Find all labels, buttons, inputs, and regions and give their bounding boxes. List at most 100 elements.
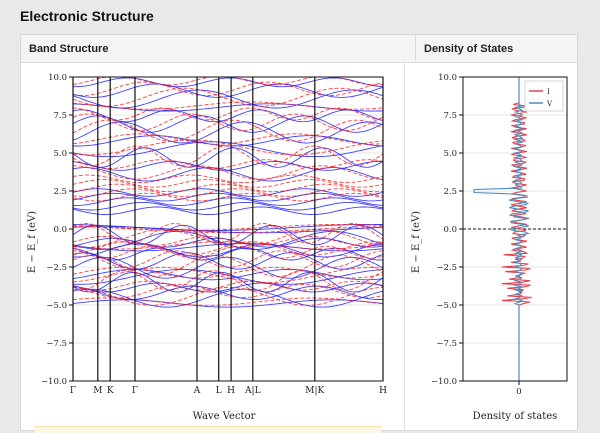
panel-divider <box>404 63 405 431</box>
dos-ytick-label: 5.0 <box>443 149 457 159</box>
dos-ylabel: E − E_f (eV) <box>411 211 422 273</box>
band-line <box>72 282 384 293</box>
dos-ytick-label: −10.0 <box>431 377 457 387</box>
band-line <box>72 241 384 250</box>
band-line <box>72 243 384 252</box>
kpoint-label: M <box>93 386 102 396</box>
band-ytick-label: −5.0 <box>46 301 67 311</box>
band-line <box>72 119 384 142</box>
band-structure-chart: Γ M K Γ A L H A|L M|K H 10.07.55.02.50.0−2.5−5.0−… <box>27 73 387 422</box>
band-line <box>72 223 384 244</box>
band-ytick-label: −2.5 <box>46 263 67 273</box>
band-line <box>72 192 384 202</box>
band-line <box>72 109 384 123</box>
dos-ytick-label: −2.5 <box>436 263 457 273</box>
band-line <box>72 192 384 202</box>
band-line <box>72 81 384 96</box>
band-line <box>73 250 384 268</box>
band-line <box>72 174 384 184</box>
kpoint-label: M|K <box>305 386 324 396</box>
dos-chart: 10.0 7.5 5.0 2.5 0.0 −2.5 −5.0 −7.5 −10.0 0 IV De… <box>411 73 568 422</box>
band-structure-header: Band Structure <box>29 43 109 55</box>
kpoint-label: L <box>216 386 222 396</box>
band-ytick-label: 10.0 <box>48 73 67 83</box>
band-line <box>72 147 384 168</box>
kpoint-label: K <box>107 386 114 396</box>
dos-ytick-label: 10.0 <box>438 73 457 83</box>
band-line <box>72 267 384 283</box>
dos-ytick-label: −5.0 <box>436 301 457 311</box>
note-strip <box>35 426 381 433</box>
band-line <box>73 197 384 206</box>
band-line <box>73 165 383 180</box>
kpoint-label: H <box>379 386 387 396</box>
kpoint-label: A <box>193 386 201 396</box>
kpoint-label: H <box>227 386 235 396</box>
band-line <box>72 83 384 98</box>
band-line <box>72 206 384 216</box>
band-line <box>72 288 384 308</box>
band-line <box>72 101 384 110</box>
band-ytick-label: 5.0 <box>53 149 67 159</box>
band-line <box>72 223 383 231</box>
band-line <box>72 183 384 193</box>
dos-legend-label: V <box>546 100 553 108</box>
band-line <box>72 107 384 121</box>
band-ytick-label: −7.5 <box>46 339 67 349</box>
band-line <box>72 159 384 169</box>
dos-line <box>473 77 531 381</box>
band-ylabel: E − E_f (eV) <box>27 211 38 273</box>
band-line <box>72 113 384 131</box>
band-ytick-label: 0.0 <box>53 225 67 235</box>
band-line <box>72 89 384 109</box>
dos-ytick-label: −7.5 <box>436 339 457 349</box>
band-line <box>72 179 384 188</box>
band-line <box>72 188 384 197</box>
band-line <box>72 133 384 145</box>
dos-legend-label: I <box>547 88 550 96</box>
band-line <box>72 280 384 291</box>
dos-ytick-label: 7.5 <box>443 111 457 121</box>
band-line <box>72 285 384 300</box>
band-line <box>73 286 384 306</box>
band-ytick-label: 2.5 <box>53 187 67 197</box>
dos-ytick-label: 0.0 <box>443 225 457 235</box>
dos-legend-box <box>524 80 564 112</box>
band-line <box>72 188 384 197</box>
band-line <box>72 103 384 112</box>
band-line <box>72 247 384 261</box>
band-line <box>72 161 384 171</box>
band-line <box>72 87 384 107</box>
dos-header: Density of States <box>415 35 584 63</box>
band-line <box>72 272 384 293</box>
band-line <box>72 299 384 308</box>
band-xlabel: Wave Vector <box>193 411 256 422</box>
band-line <box>72 268 384 281</box>
dos-xlabel: Density of states <box>473 411 558 422</box>
panel-header: Band Structure Density of States <box>21 35 577 63</box>
band-line <box>72 270 384 291</box>
band-line <box>72 283 384 299</box>
band-line <box>72 245 384 259</box>
section-title: Electronic Structure <box>20 8 154 24</box>
band-line <box>73 77 384 88</box>
band-line <box>72 241 384 256</box>
band-line <box>72 267 384 279</box>
kpoint-label: Γ <box>132 386 138 396</box>
band-ytick-label: 7.5 <box>53 111 67 121</box>
band-ytick-label: −10.0 <box>41 377 67 387</box>
band-line <box>72 224 384 246</box>
band-line <box>72 121 384 144</box>
dos-ytick-label: 2.5 <box>443 187 457 197</box>
band-line <box>72 115 384 133</box>
band-line <box>72 141 384 158</box>
band-line <box>72 243 384 258</box>
band-line <box>72 145 384 166</box>
band-line <box>72 229 384 248</box>
kpoint-label: Γ <box>70 386 76 396</box>
dos-xtick-label: 0 <box>516 387 521 397</box>
band-line <box>72 297 384 306</box>
band-line <box>72 236 384 246</box>
kpoint-label: A|L <box>244 386 261 396</box>
